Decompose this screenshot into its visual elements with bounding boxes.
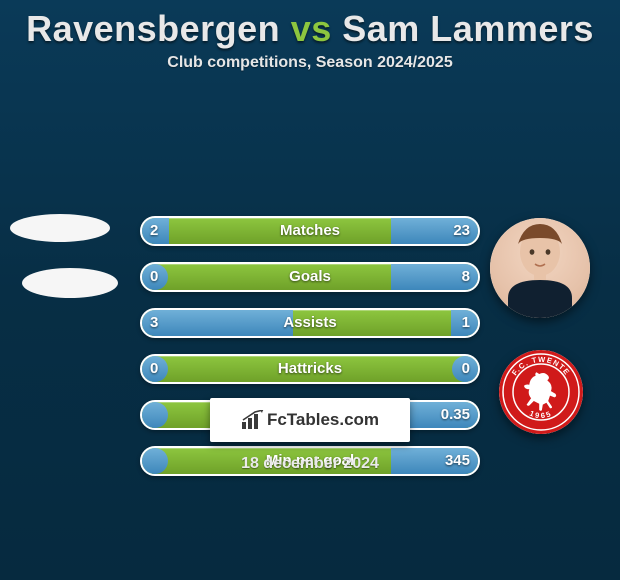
avatar-right-photo [490,218,590,318]
stat-label: Matches [140,216,480,246]
player-photo-placeholder [490,218,590,318]
subtitle: Club competitions, Season 2024/2025 [0,54,620,92]
player-left-name: Ravensbergen [26,8,280,49]
stat-row: 0Hattricks0 [140,354,480,384]
date-stamp: 18 december 2024 [0,455,620,473]
stat-label: Goals [140,262,480,292]
stat-row: 2Matches23 [140,216,480,246]
stat-row: 3Assists1 [140,308,480,338]
club-badge-right: F.C. TWENTE 1965 [499,350,583,434]
stat-label: Assists [140,308,480,338]
avatar-left-blank-1 [10,214,110,242]
stat-rows: 2Matches23 0Goals8 3Assists1 0Hattricks0 Goa… [140,216,480,492]
stat-label: Hattricks [140,354,480,384]
stat-right-value: 1 [462,308,470,338]
stat-right-value: 23 [453,216,470,246]
brand-badge: FcTables.com [210,398,410,442]
stat-right-value: 0 [462,354,470,384]
vs-word: vs [291,8,332,49]
fctables-logo-icon [241,410,265,430]
avatar-left-blank-2 [22,268,118,298]
player-right-name: Sam Lammers [342,8,594,49]
stat-row: 0Goals8 [140,262,480,292]
brand-label: FcTables.com [267,410,379,430]
page-title: Ravensbergen vs Sam Lammers [0,0,620,54]
stat-right-value: 0.35 [441,400,470,430]
stat-right-value: 8 [462,262,470,292]
